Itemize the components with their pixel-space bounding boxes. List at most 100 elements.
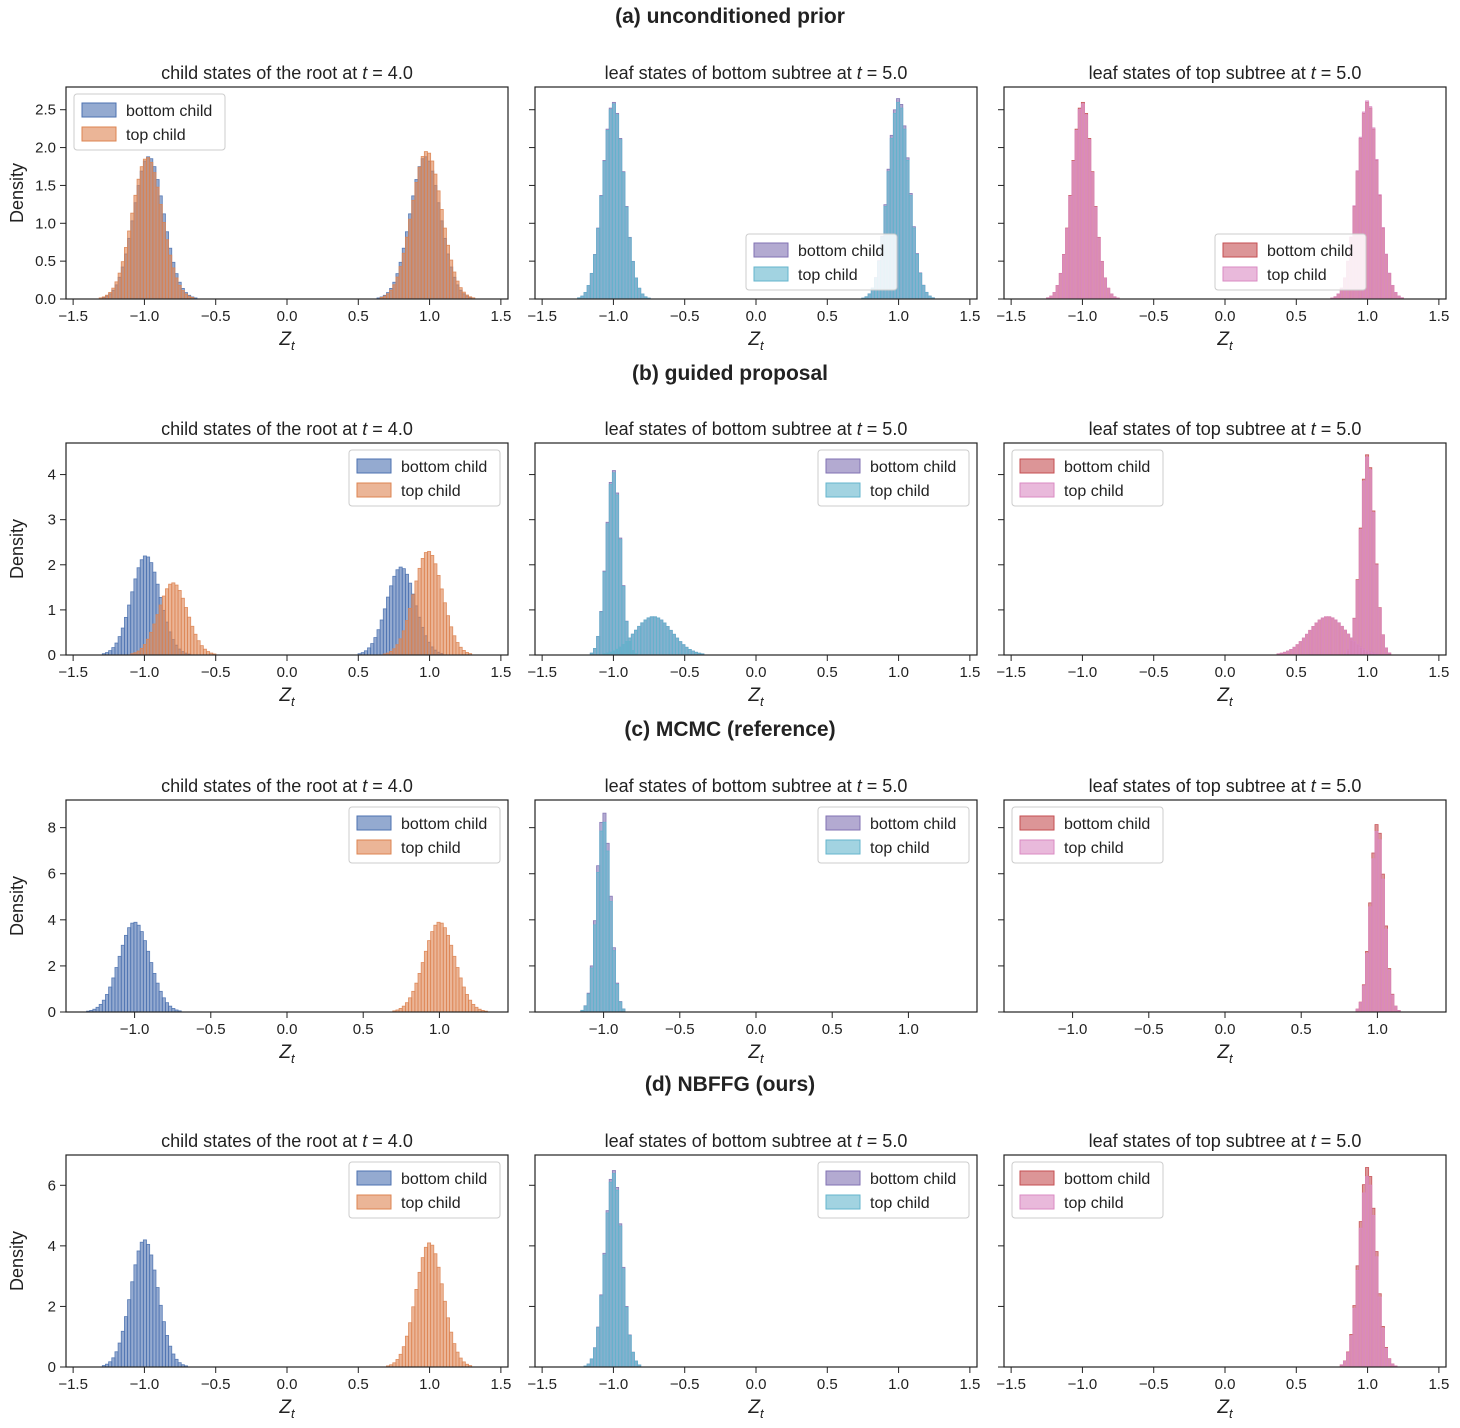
bar-r2c0-s0	[158, 990, 163, 1013]
x-axis-label: Zt	[278, 329, 296, 353]
legend-label: top child	[1064, 840, 1124, 857]
bar-r1c0-s0	[376, 629, 381, 656]
bar-r2c0-s1	[439, 922, 444, 1013]
bar-r2c0-s1	[464, 994, 469, 1013]
bar-r3c0-s0	[114, 1351, 119, 1368]
legend-swatch	[1019, 1194, 1055, 1210]
bar-r0c0-s1	[395, 276, 400, 300]
bar-r1c1-s1	[652, 616, 657, 656]
bar-r2c0-s0	[114, 967, 119, 1013]
bar-r3c1-s1	[589, 1358, 594, 1368]
panel-title: leaf states of top subtree at t = 5.0	[1089, 419, 1362, 439]
bar-r3c0-s0	[130, 1281, 135, 1368]
bar-r0c1-s1	[867, 293, 872, 300]
bar-r1c0-s1	[411, 594, 416, 656]
bar-r1c1-s1	[608, 484, 613, 656]
bar-r0c1-s1	[924, 292, 929, 300]
bar-r1c2-s1	[1358, 529, 1363, 656]
bar-r0c0-s1	[161, 222, 166, 300]
bar-r1c0-s1	[401, 630, 406, 656]
bar-r1c0-s1	[458, 646, 463, 656]
legend-label: bottom child	[1064, 816, 1150, 833]
bar-r2c0-s0	[124, 934, 128, 1013]
bar-r2c0-s1	[442, 927, 447, 1013]
x-tick-label: 0.0	[746, 308, 767, 325]
x-axis-label: Zt	[278, 1042, 296, 1066]
bar-r3c2-s1	[1374, 1256, 1379, 1368]
bar-r2c0-s0	[98, 1003, 103, 1013]
bar-r1c1-s1	[599, 611, 604, 656]
bar-r1c0-s1	[158, 604, 163, 656]
bar-r1c1-s1	[668, 629, 673, 656]
legend-label: bottom child	[401, 459, 487, 476]
x-axis-label: Zt	[747, 1397, 765, 1421]
x-tick-label: 0.5	[817, 1376, 838, 1393]
legend-swatch	[825, 482, 861, 498]
legend-swatch	[81, 102, 117, 118]
bar-r3c0-s0	[168, 1345, 173, 1368]
bar-r1c1-s1	[649, 616, 654, 656]
x-tick-label: −1.0	[599, 1376, 629, 1393]
x-tick-label: 0.5	[348, 308, 369, 325]
bar-r0c0-s1	[168, 254, 173, 300]
x-tick-label: −0.5	[670, 308, 700, 325]
y-axis-label: Density	[7, 1231, 27, 1291]
bar-r1c0-s1	[196, 640, 201, 656]
bar-r1c0-s0	[124, 616, 128, 656]
bar-r2c2-s1	[1374, 831, 1379, 1013]
bar-r1c0-s1	[430, 555, 435, 656]
bar-r3c2-s1	[1352, 1307, 1357, 1368]
bar-r3c1-s1	[602, 1254, 607, 1368]
bar-r1c0-s0	[382, 608, 387, 656]
x-tick-label: −1.5	[58, 1376, 88, 1393]
legend-label: bottom child	[1267, 243, 1353, 260]
bar-r1c0-s1	[439, 588, 444, 656]
bar-r0c0-s1	[130, 212, 135, 300]
y-axis-label: Density	[7, 876, 27, 936]
legend-label: top child	[798, 267, 858, 284]
bar-r1c1-s1	[615, 494, 620, 656]
legend-label: bottom child	[798, 243, 884, 260]
x-axis-label: Zt	[1216, 329, 1234, 353]
bar-r1c0-s0	[395, 569, 400, 656]
x-tick-label: −1.0	[1068, 664, 1098, 681]
bar-r2c2-s1	[1384, 928, 1388, 1013]
bar-r1c1-s1	[618, 646, 623, 656]
x-tick-label: 0.5	[1286, 664, 1307, 681]
bar-r2c1-s1	[593, 924, 597, 1013]
y-tick-label: 0.5	[35, 253, 56, 270]
bar-r1c0-s0	[386, 596, 391, 656]
bar-r0c1-s1	[618, 139, 623, 300]
bar-r0c1-s1	[599, 195, 604, 300]
legend-label: top child	[401, 483, 461, 500]
x-tick-label: −0.5	[196, 1021, 226, 1038]
bar-r2c1-s1	[615, 984, 620, 1013]
bar-r1c1-s1	[615, 648, 620, 656]
bar-r1c2-s1	[1301, 637, 1306, 656]
bar-r2c0-s1	[411, 990, 416, 1013]
bar-r1c0-s1	[452, 635, 457, 656]
bar-r0c0-s1	[155, 186, 160, 300]
bar-r2c0-s1	[452, 955, 457, 1013]
x-tick-label: 0.5	[1291, 1021, 1312, 1038]
y-tick-label: 6	[48, 1177, 56, 1194]
bar-r2c0-s0	[101, 999, 106, 1013]
x-tick-label: −0.5	[665, 1021, 695, 1038]
bar-r0c2-s1	[1390, 284, 1395, 300]
bar-r3c1-s1	[608, 1181, 613, 1368]
x-tick-label: 0.0	[1215, 1021, 1236, 1038]
bar-r1c2-s1	[1330, 617, 1335, 656]
bar-r3c2-s1	[1384, 1347, 1388, 1368]
bar-r1c1-s1	[665, 626, 670, 656]
y-tick-label: 4	[48, 467, 56, 484]
bar-r2c0-s0	[133, 921, 138, 1013]
bar-r3c0-s1	[461, 1361, 466, 1368]
bar-r3c2-s1	[1346, 1352, 1351, 1368]
bar-r2c0-s1	[449, 944, 454, 1013]
legend-swatch	[825, 815, 861, 831]
bar-r2c1-s1	[589, 967, 594, 1013]
bar-r2c2-s1	[1365, 953, 1370, 1013]
x-tick-label: 0.0	[1215, 308, 1236, 325]
bar-r3c0-s1	[436, 1266, 441, 1368]
legend-label: bottom child	[1064, 1171, 1150, 1188]
